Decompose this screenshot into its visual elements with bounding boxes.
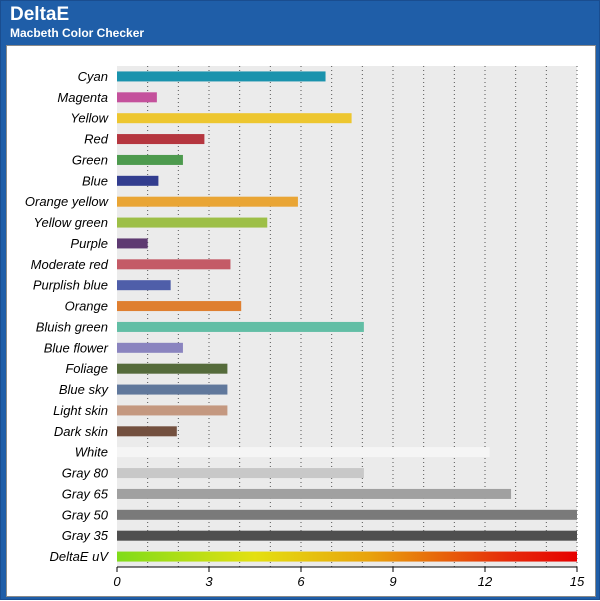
category-label: Bluish green: [36, 319, 108, 334]
category-label: Red: [84, 132, 109, 147]
category-label: Orange: [65, 299, 108, 314]
bar: [117, 321, 364, 332]
plot-area: [117, 66, 577, 567]
category-label: Purplish blue: [33, 278, 108, 293]
bar: [117, 342, 183, 353]
category-label: Light skin: [53, 403, 108, 418]
bar: [117, 217, 268, 228]
category-label: Blue: [82, 173, 108, 188]
category-label: Gray 35: [62, 528, 109, 543]
category-label: Orange yellow: [25, 194, 110, 209]
bar: [117, 238, 148, 249]
bar: [117, 530, 577, 541]
bar: [117, 384, 228, 395]
bar: [117, 363, 228, 374]
bar: [117, 301, 242, 312]
bar: [117, 509, 577, 520]
chart-subtitle: Macbeth Color Checker: [10, 26, 145, 40]
category-labels: Cyan Magenta Yellow Red Green Blue Orange yell…: [25, 69, 110, 564]
bar: [117, 259, 231, 270]
x-axis-ticks: 0 3 6 9 12 15: [113, 567, 585, 589]
bar: [117, 175, 159, 186]
category-label: Gray 80: [62, 466, 109, 481]
tick-label: 12: [478, 574, 493, 589]
tick-label: 15: [570, 574, 585, 589]
category-label: White: [75, 445, 108, 460]
category-label: Gray 50: [62, 507, 109, 522]
bar: [117, 134, 205, 145]
category-label: Magenta: [57, 90, 108, 105]
chart-title: DeltaE: [10, 4, 70, 25]
category-label: Yellow green: [34, 215, 108, 230]
bar: [117, 447, 490, 458]
bar: [117, 154, 183, 165]
bar: [117, 71, 326, 82]
category-label: Green: [72, 152, 108, 167]
category-label: Blue flower: [44, 340, 109, 355]
bar: [117, 405, 228, 416]
bar: [117, 113, 352, 124]
category-label: Purple: [70, 236, 108, 251]
plot-panel: Cyan Magenta Yellow Red Green Blue Orange yell…: [6, 45, 596, 597]
chart-header: DeltaE Macbeth Color Checker: [1, 1, 599, 45]
bar: [117, 426, 177, 437]
bar: [117, 92, 157, 103]
category-label: DeltaE uV: [49, 549, 109, 564]
category-label: Dark skin: [54, 424, 108, 439]
tick-label: 3: [205, 574, 213, 589]
category-label: Yellow: [70, 111, 109, 126]
category-label: Moderate red: [31, 257, 109, 272]
bar: [117, 468, 364, 479]
tick-label: 0: [113, 574, 121, 589]
category-label: Foliage: [65, 361, 108, 376]
bar: [117, 196, 298, 207]
category-label: Cyan: [78, 69, 108, 84]
category-label: Blue sky: [59, 382, 110, 397]
tick-label: 6: [297, 574, 305, 589]
tick-label: 9: [389, 574, 396, 589]
bar: [117, 280, 171, 291]
bar-chart: Cyan Magenta Yellow Red Green Blue Orange yell…: [25, 66, 585, 589]
bars: [117, 71, 577, 562]
bar: [117, 551, 577, 562]
category-label: Gray 65: [62, 486, 109, 501]
bar: [117, 488, 512, 499]
